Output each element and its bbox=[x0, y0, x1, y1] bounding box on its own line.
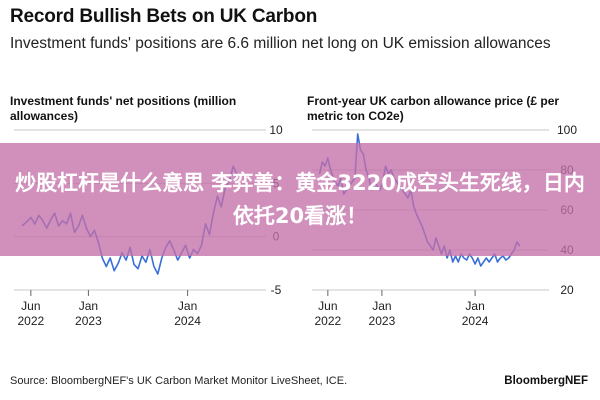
y-tick-label: 10 bbox=[269, 123, 283, 137]
x-tick-label: 2022 bbox=[18, 314, 45, 328]
x-tick-label: 2023 bbox=[75, 314, 102, 328]
x-tick-label: Jan bbox=[79, 299, 98, 313]
chart-title: Record Bullish Bets on UK Carbon bbox=[10, 6, 318, 27]
source-note: Source: BloombergNEF's UK Carbon Market … bbox=[10, 375, 348, 387]
x-tick-label: 2024 bbox=[174, 314, 201, 328]
y-tick-label: 20 bbox=[560, 283, 574, 297]
x-tick-label: Jan bbox=[465, 299, 484, 313]
left-panel-title: Investment funds' net positions (million… bbox=[10, 94, 237, 123]
x-tick-label: Jan bbox=[178, 299, 197, 313]
x-tick-label: 2022 bbox=[314, 314, 341, 328]
x-tick-label: 2024 bbox=[462, 314, 489, 328]
x-tick-label: Jan bbox=[372, 299, 391, 313]
y-tick-label: 100 bbox=[557, 123, 577, 137]
overlay-text: 炒股杠杆是什么意思 李弈善：黄金3220成空头生死线，日内依托20看涨！ bbox=[15, 170, 585, 228]
y-tick-label: -5 bbox=[271, 283, 282, 297]
x-tick-label: Jun bbox=[318, 299, 337, 313]
x-tick-label: 2023 bbox=[369, 314, 396, 328]
brand-logo: BloombergNEF bbox=[504, 375, 588, 387]
chart-subtitle: Investment funds' positions are 6.6 mill… bbox=[10, 35, 551, 52]
right-panel-title: Front-year UK carbon allowance price (£ … bbox=[307, 94, 560, 123]
x-tick-label: Jun bbox=[21, 299, 40, 313]
promo-overlay-banner: 炒股杠杆是什么意思 李弈善：黄金3220成空头生死线，日内依托20看涨！ bbox=[0, 143, 600, 256]
